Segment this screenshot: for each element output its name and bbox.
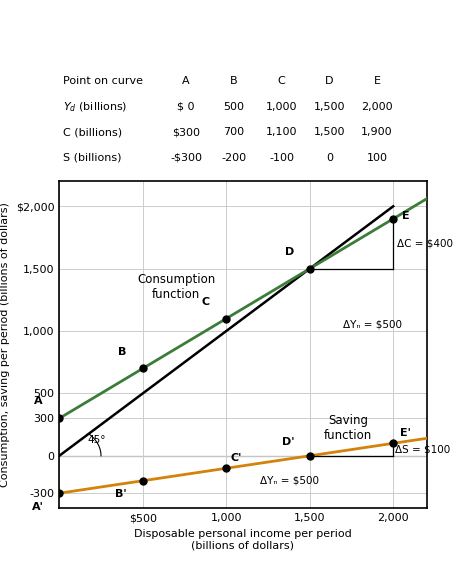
Text: D': D' (282, 437, 294, 447)
Text: C: C (201, 297, 210, 307)
Text: 1,000: 1,000 (266, 102, 297, 112)
Text: D: D (325, 77, 334, 86)
Text: A: A (34, 396, 43, 407)
Text: D: D (285, 247, 294, 257)
Text: B': B' (115, 489, 127, 500)
Text: 2,000: 2,000 (361, 102, 393, 112)
Text: 1,900: 1,900 (361, 127, 393, 138)
Y-axis label: Consumption, saving per period (billions of dollars): Consumption, saving per period (billions… (0, 202, 10, 487)
Text: S (billions): S (billions) (63, 153, 121, 163)
Text: E: E (401, 211, 409, 221)
Text: ΔYₙ = $500: ΔYₙ = $500 (260, 476, 319, 486)
Text: C: C (278, 77, 285, 86)
Text: 1,500: 1,500 (313, 102, 345, 112)
Text: 1,500: 1,500 (313, 127, 345, 138)
Text: A: A (182, 77, 190, 86)
Text: Consumption
function: Consumption function (137, 274, 215, 301)
Text: Point on curve: Point on curve (63, 77, 143, 86)
Text: E: E (374, 77, 381, 86)
Text: B: B (118, 347, 126, 357)
Text: C': C' (230, 453, 242, 463)
Text: -100: -100 (269, 153, 294, 163)
Text: 700: 700 (223, 127, 244, 138)
Text: -200: -200 (221, 153, 246, 163)
Text: 0: 0 (326, 153, 333, 163)
Text: $ 0: $ 0 (177, 102, 195, 112)
Text: 1,100: 1,100 (266, 127, 297, 138)
Text: ΔS = $100: ΔS = $100 (395, 445, 450, 455)
Text: $Y_d$ (billions): $Y_d$ (billions) (63, 100, 128, 114)
Text: ΔYₙ = $500: ΔYₙ = $500 (343, 320, 402, 330)
Text: 100: 100 (366, 153, 388, 163)
Text: 500: 500 (223, 102, 244, 112)
Text: -$300: -$300 (170, 153, 202, 163)
Text: C (billions): C (billions) (63, 127, 122, 138)
Text: A': A' (31, 502, 43, 512)
Text: 45°: 45° (88, 435, 106, 445)
Text: B: B (230, 77, 237, 86)
Text: $300: $300 (172, 127, 200, 138)
X-axis label: Disposable personal income per period
(billions of dollars): Disposable personal income per period (b… (134, 529, 352, 550)
Text: E': E' (400, 428, 411, 439)
Text: ΔC = $400: ΔC = $400 (397, 239, 453, 249)
Text: Saving
function: Saving function (324, 415, 372, 443)
